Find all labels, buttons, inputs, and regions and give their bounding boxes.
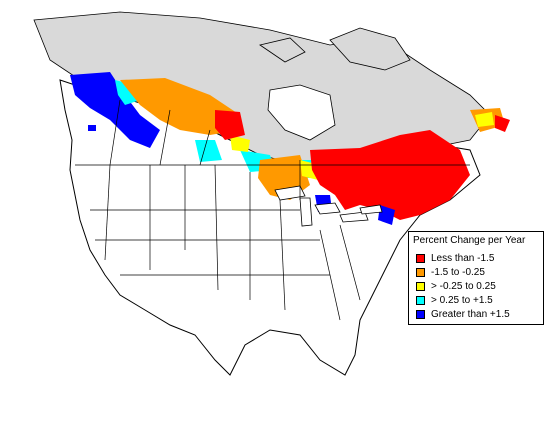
legend-label: Greater than +1.5 [431, 309, 510, 320]
legend-swatch-orange [416, 268, 425, 277]
legend-swatch-blue [416, 310, 425, 319]
legend-swatch-red [416, 254, 425, 263]
legend-item: -1.5 to -0.25 [416, 266, 485, 279]
hudson-bay [267, 84, 336, 141]
legend-label: > 0.25 to +1.5 [431, 295, 493, 306]
legend-label: > -0.25 to 0.25 [431, 281, 496, 292]
legend: Percent Change per Year Less than -1.5 -… [408, 231, 544, 325]
arctic-island [259, 37, 306, 63]
blue-zone-west [70, 72, 160, 148]
legend-swatch-cyan [416, 296, 425, 305]
legend-item: Greater than +1.5 [416, 308, 510, 321]
red-zone [215, 110, 510, 220]
great-lakes [274, 185, 383, 227]
legend-item: > -0.25 to 0.25 [416, 280, 496, 293]
arctic-island [329, 27, 411, 71]
political-boundaries [75, 99, 470, 321]
legend-label: Less than -1.5 [431, 253, 495, 264]
legend-title: Percent Change per Year [413, 235, 526, 246]
legend-swatch-yellow [416, 282, 425, 291]
legend-item: Less than -1.5 [416, 252, 494, 265]
legend-item: > 0.25 to +1.5 [416, 294, 493, 307]
legend-label: -1.5 to -0.25 [431, 267, 485, 278]
